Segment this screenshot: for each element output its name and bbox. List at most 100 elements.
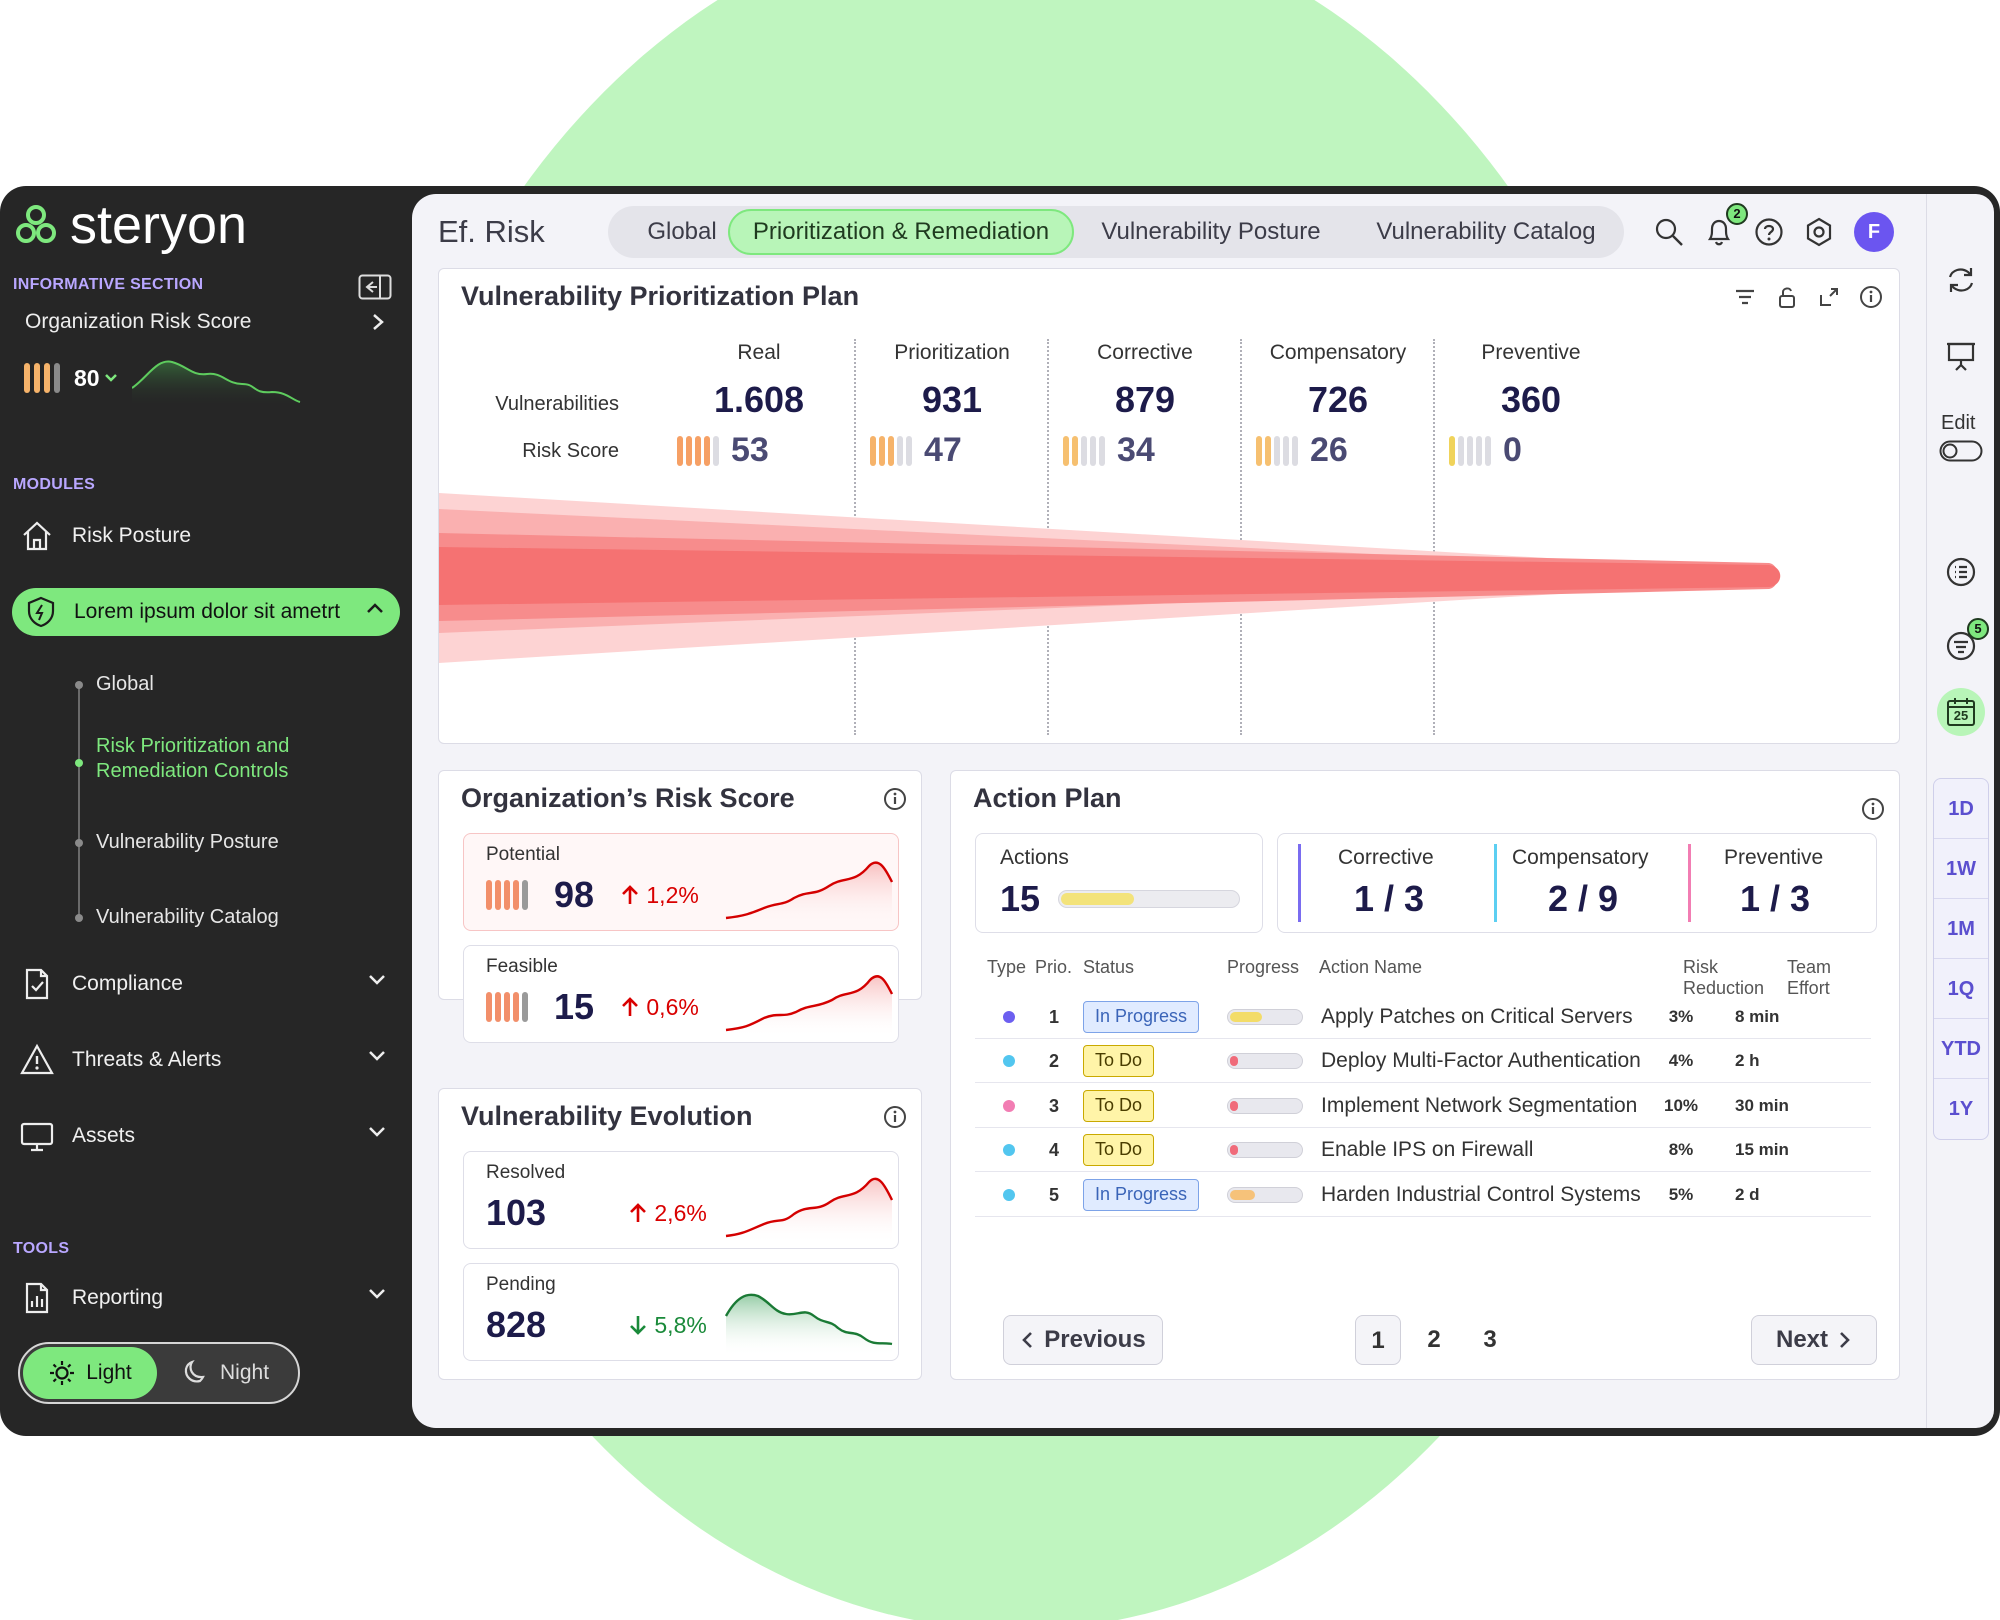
row-prio: 2 — [1049, 1051, 1060, 1072]
chevron-down-icon — [369, 975, 385, 985]
help-button[interactable] — [1754, 217, 1784, 247]
subnav-risk-prioritization[interactable]: Risk Prioritization and Remediation Cont… — [96, 735, 290, 782]
filter-icon[interactable] — [1733, 285, 1757, 309]
table-row[interactable]: 5 In Progress Harden Industrial Control Sy… — [975, 1173, 1871, 1217]
info-icon[interactable] — [883, 787, 907, 811]
previous-button[interactable]: Previous — [1003, 1315, 1163, 1365]
row-action-name: Enable IPS on Firewall — [1321, 1138, 1534, 1162]
feasible-delta-value: 0,6% — [646, 994, 699, 1020]
informative-section-label: INFORMATIVE SECTION — [13, 276, 204, 293]
brand-logo[interactable]: steryon — [14, 190, 247, 260]
range-1m[interactable]: 1M — [1934, 899, 1988, 959]
info-icon[interactable] — [883, 1105, 907, 1129]
feasible-value: 15 — [554, 986, 595, 1027]
app-window: steryon INFORMATIVE SECTION Organization… — [0, 186, 2000, 1436]
tab-bar: Global Prioritization & Remediation Vuln… — [608, 206, 1624, 258]
expand-icon[interactable] — [1817, 285, 1841, 309]
row-action-name: Deploy Multi-Factor Authentication — [1321, 1049, 1641, 1073]
table-row[interactable]: 4 To Do Enable IPS on Firewall 8% 15 min — [975, 1128, 1871, 1173]
th-prio[interactable]: Prio. — [1035, 957, 1073, 977]
nav-risk-posture[interactable]: Risk Posture — [20, 512, 400, 560]
filter-list-button[interactable]: 5 — [1945, 618, 1989, 662]
table-row[interactable]: 2 To Do Deploy Multi-Factor Authentication… — [975, 1039, 1871, 1084]
stage-vulnerabilities: 726 — [1307, 379, 1369, 420]
th-team-effort[interactable]: Team Effort — [1787, 957, 1832, 998]
th-type[interactable]: Type — [987, 957, 1027, 977]
row-progress-fill — [1230, 1056, 1238, 1067]
range-1y[interactable]: 1Y — [1948, 1098, 1974, 1120]
type-dot — [1003, 1144, 1015, 1157]
theme-light-option[interactable]: Light — [23, 1347, 157, 1399]
potential-label: Potential — [486, 844, 560, 865]
page-2[interactable]: 2 — [1427, 1326, 1441, 1353]
page-3[interactable]: 3 — [1483, 1326, 1497, 1353]
potential-metric[interactable]: Potential 98 1,2% — [463, 833, 899, 931]
row-label-vulnerabilities: Vulnerabilities — [495, 393, 619, 415]
table-row[interactable]: 1 In Progress Apply Patches on Critical Se… — [975, 995, 1871, 1039]
tab-global[interactable]: Global — [647, 218, 717, 245]
arrow-up-icon — [622, 885, 638, 904]
chevron-up-icon — [367, 603, 383, 613]
th-progress[interactable]: Progress — [1227, 957, 1300, 977]
risk-level-bars — [1256, 435, 1298, 466]
resolved-label: Resolved — [486, 1162, 566, 1183]
row-risk-reduction: 4% — [1668, 1051, 1694, 1071]
range-1d[interactable]: 1D — [1934, 779, 1988, 839]
notifications-button[interactable]: 2 — [1704, 203, 1748, 247]
compensatory-label: Compensatory — [1512, 846, 1649, 869]
stage-risk-score: 0 — [1449, 431, 1522, 470]
tab-vulnerability-posture[interactable]: Vulnerability Posture — [1101, 218, 1321, 245]
collapse-sidebar-icon[interactable] — [358, 274, 392, 305]
theme-toggle[interactable]: Light Night — [18, 1342, 300, 1404]
next-button[interactable]: Next — [1751, 1315, 1877, 1365]
unlock-icon[interactable] — [1775, 285, 1799, 309]
brand-name: steryon — [70, 195, 248, 255]
row-team-effort: 2 h — [1735, 1051, 1760, 1071]
info-icon[interactable] — [1861, 797, 1885, 821]
row-progress-fill — [1230, 1012, 1262, 1022]
resolved-metric[interactable]: Resolved 103 2,6% — [463, 1151, 899, 1249]
status-badge: To Do — [1083, 1045, 1155, 1078]
refresh-icon — [1948, 268, 1974, 292]
search-button[interactable] — [1654, 217, 1684, 247]
presentation-button[interactable] — [1945, 340, 1977, 372]
row-action-name: Implement Network Segmentation — [1321, 1093, 1638, 1117]
th-action-name[interactable]: Action Name — [1319, 957, 1423, 977]
risk-level-bars — [486, 992, 528, 1022]
subnav-vulnerability-posture[interactable]: Vulnerability Posture — [96, 831, 279, 853]
tab-prioritization-remediation[interactable]: Prioritization & Remediation — [728, 209, 1074, 255]
subnav-global[interactable]: Global — [96, 673, 154, 695]
edit-toggle[interactable] — [1939, 440, 1983, 467]
nav-assets[interactable]: Assets — [20, 1112, 400, 1160]
subnav-vulnerability-catalog[interactable]: Vulnerability Catalog — [96, 906, 279, 928]
sub-nav-dot — [75, 681, 83, 689]
nav-reporting[interactable]: Reporting — [20, 1274, 400, 1322]
pending-metric[interactable]: Pending 828 5,8% — [463, 1263, 899, 1361]
nav-active-module[interactable]: Lorem ipsum dolor sit ametrt — [12, 588, 400, 636]
row-action-name: Apply Patches on Critical Servers — [1321, 1005, 1633, 1028]
settings-button[interactable] — [1804, 217, 1834, 247]
th-risk-reduction[interactable]: Risk Reduction — [1683, 957, 1765, 998]
resolved-delta: 2,6% — [628, 1200, 707, 1227]
org-risk-score-row[interactable]: Organization Risk Score — [25, 310, 385, 334]
info-icon[interactable] — [1859, 285, 1883, 309]
prioritization-plan-card: Vulnerability Prioritization Plan Vulner… — [438, 268, 1900, 744]
page-1[interactable]: 1 — [1355, 1315, 1401, 1365]
calendar-button[interactable]: 25 — [1937, 688, 1985, 736]
refresh-button[interactable] — [1945, 264, 1977, 296]
nav-threats-alerts[interactable]: Threats & Alerts — [20, 1036, 400, 1084]
theme-night-option[interactable]: Night — [180, 1347, 269, 1399]
th-status[interactable]: Status — [1083, 957, 1135, 977]
nav-compliance[interactable]: Compliance — [20, 960, 400, 1008]
tab-vulnerability-catalog[interactable]: Vulnerability Catalog — [1376, 218, 1596, 245]
funnel-chart — [439, 493, 1781, 663]
user-avatar[interactable]: F — [1854, 212, 1894, 252]
table-row[interactable]: 3 To Do Implement Network Segmentation 10% 3… — [975, 1084, 1871, 1128]
list-button[interactable] — [1945, 556, 1977, 588]
home-icon — [23, 521, 51, 551]
range-1w[interactable]: 1W — [1934, 839, 1988, 899]
range-1q[interactable]: 1Q — [1934, 959, 1988, 1019]
feasible-metric[interactable]: Feasible 15 0,6% — [463, 945, 899, 1043]
range-ytd[interactable]: YTD — [1934, 1019, 1988, 1079]
preventive-label: Preventive — [1724, 846, 1824, 869]
